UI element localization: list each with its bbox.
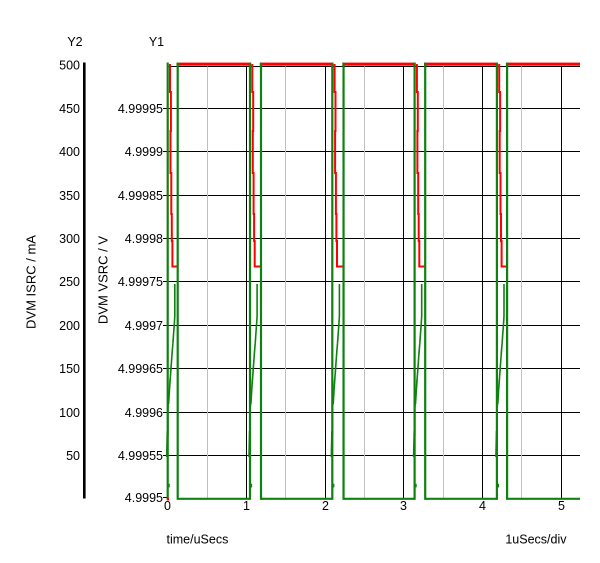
svg-text:350: 350: [59, 189, 80, 203]
svg-text:time/uSecs: time/uSecs: [167, 533, 229, 547]
svg-text:4.99975: 4.99975: [118, 275, 163, 289]
svg-text:3: 3: [400, 499, 407, 513]
svg-text:500: 500: [59, 58, 80, 72]
svg-text:50: 50: [66, 449, 80, 463]
svg-text:4.9996: 4.9996: [125, 406, 163, 420]
svg-text:250: 250: [59, 275, 80, 289]
svg-text:4.99955: 4.99955: [118, 449, 163, 463]
svg-text:1uSecs/div: 1uSecs/div: [505, 533, 567, 547]
svg-text:200: 200: [59, 319, 80, 333]
svg-text:0: 0: [164, 499, 171, 513]
svg-text:1: 1: [243, 499, 250, 513]
svg-text:100: 100: [59, 406, 80, 420]
svg-text:450: 450: [59, 102, 80, 116]
svg-text:400: 400: [59, 145, 80, 159]
svg-text:4: 4: [479, 499, 486, 513]
svg-text:4.9998: 4.9998: [125, 232, 163, 246]
svg-text:4.9995: 4.9995: [125, 491, 163, 505]
svg-text:5: 5: [558, 499, 565, 513]
svg-text:Y2: Y2: [67, 35, 82, 49]
svg-text:4.99965: 4.99965: [118, 362, 163, 376]
svg-text:2: 2: [322, 499, 329, 513]
svg-text:Y1: Y1: [149, 35, 164, 49]
svg-text:300: 300: [59, 232, 80, 246]
svg-text:4.99995: 4.99995: [118, 102, 163, 116]
svg-text:DVM ISRC / mA: DVM ISRC / mA: [24, 235, 39, 329]
svg-text:150: 150: [59, 362, 80, 376]
svg-text:4.9997: 4.9997: [125, 319, 163, 333]
svg-text:4.9999: 4.9999: [125, 145, 163, 159]
svg-text:4.99985: 4.99985: [118, 189, 163, 203]
svg-text:DVM VSRC / V: DVM VSRC / V: [96, 236, 111, 324]
